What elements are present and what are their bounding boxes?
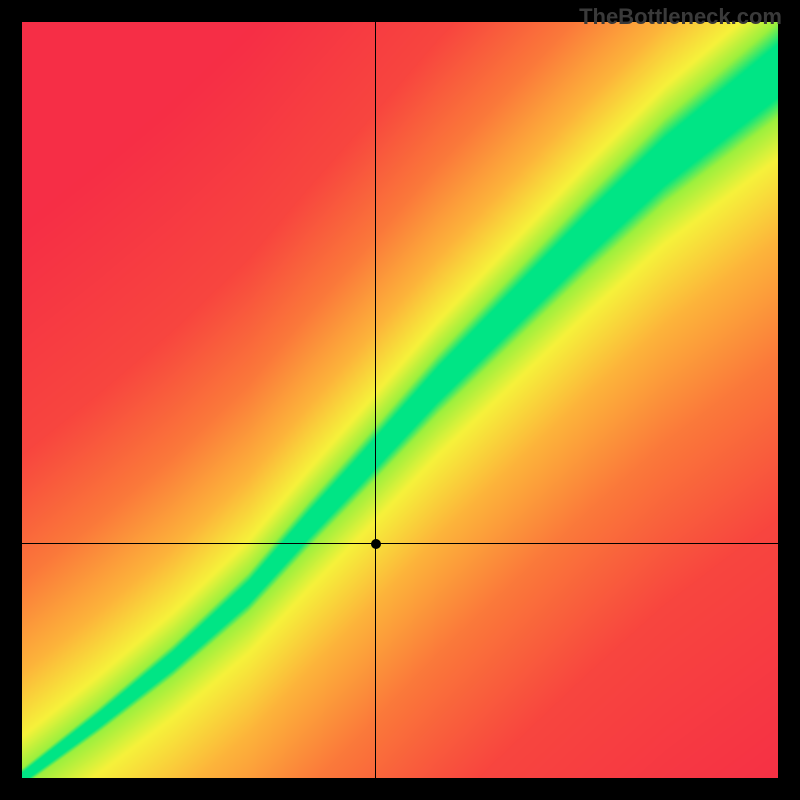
- chart-container: TheBottleneck.com: [0, 0, 800, 800]
- plot-area: [22, 22, 778, 778]
- crosshair-horizontal: [22, 543, 778, 544]
- crosshair-vertical: [375, 22, 376, 778]
- crosshair-marker: [371, 539, 381, 549]
- watermark-text: TheBottleneck.com: [579, 4, 782, 30]
- heatmap-canvas: [22, 22, 778, 778]
